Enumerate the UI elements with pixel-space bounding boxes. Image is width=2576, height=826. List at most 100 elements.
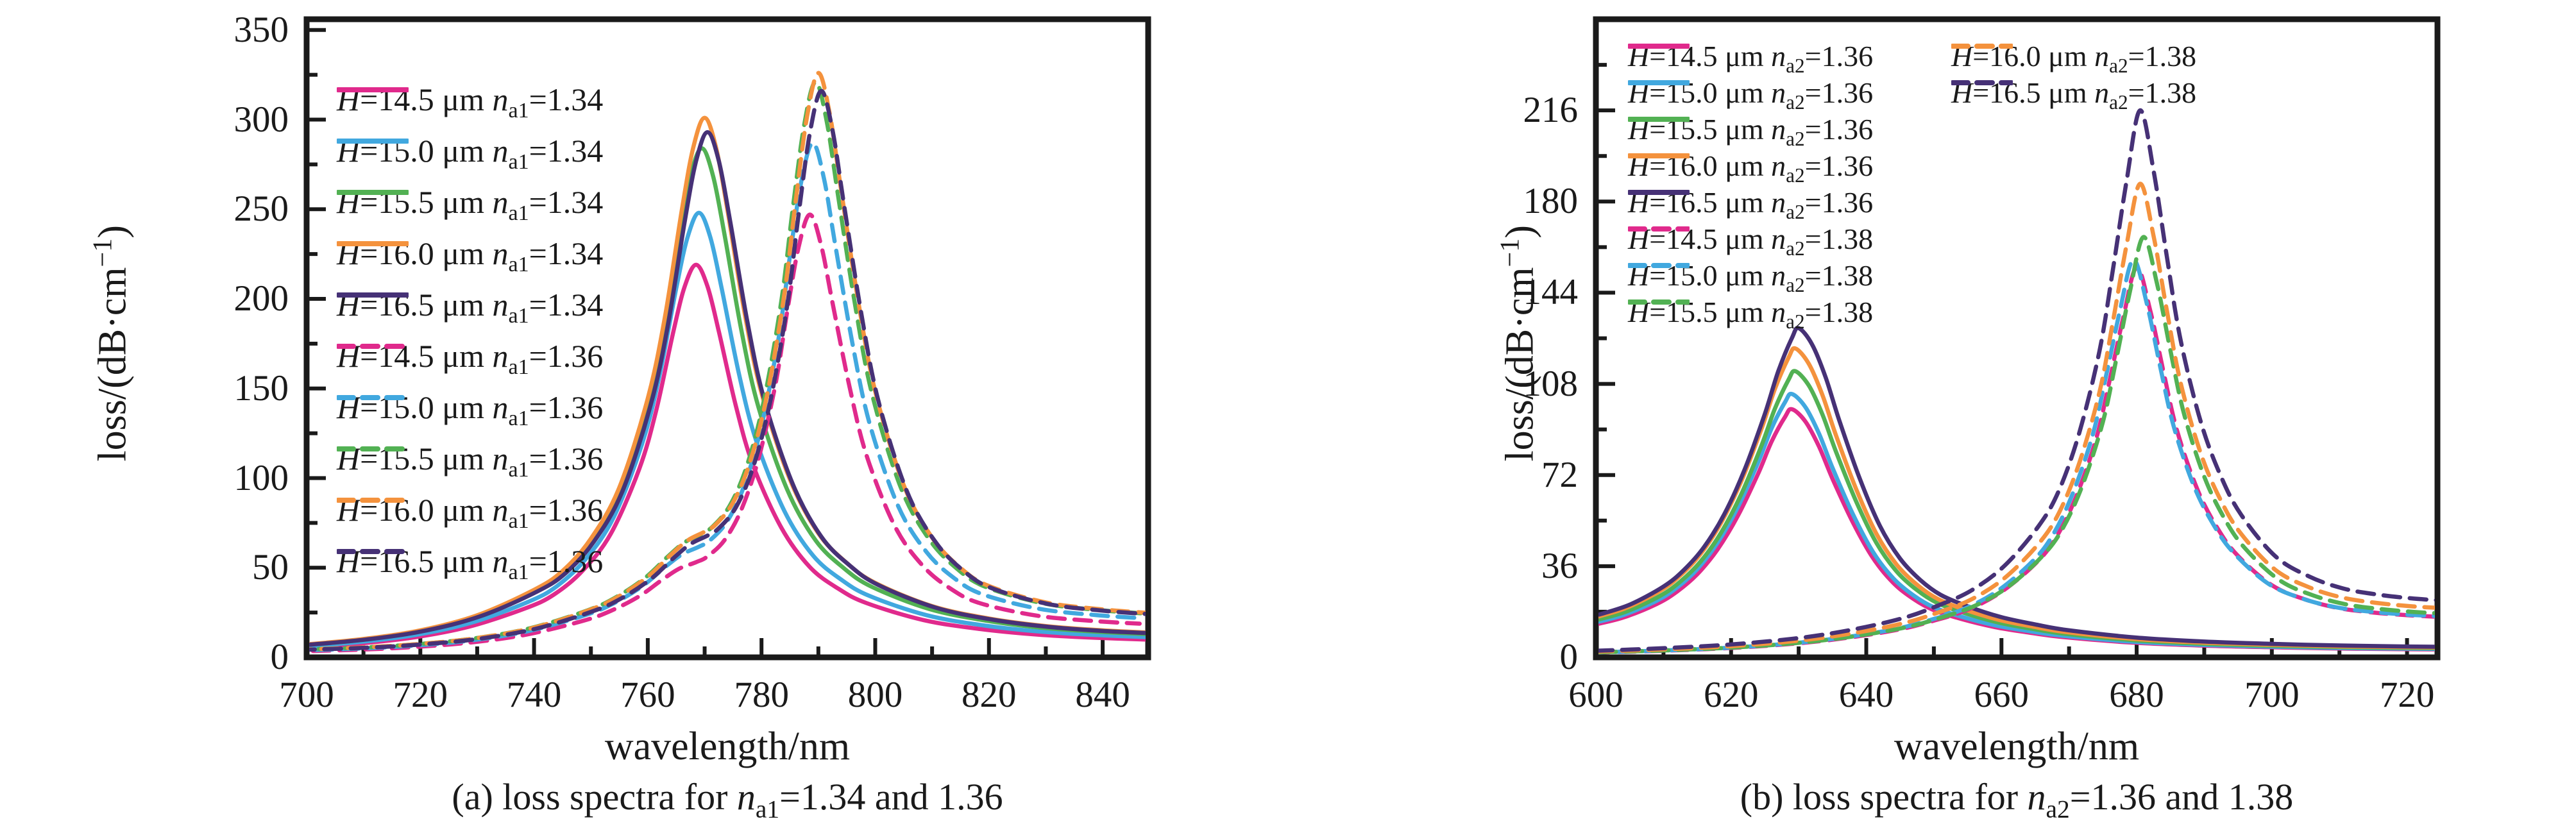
series-line-green-dashed [309,80,1146,652]
legend-swatch-green-solid [337,190,409,195]
legend-label: H=14.5 μm na1=1.36 [337,338,604,380]
legend-item: H=16.0 μm na2=1.38 [1951,40,2196,77]
legend-item: H=15.0 μm na2=1.38 [1628,259,1874,297]
x-tick-label: 620 [1704,675,1759,715]
series-line-green-solid [1598,369,2435,650]
plot-frame [303,16,1151,661]
x-tick-label: 700 [2244,675,2300,715]
series-line-purple-solid [1598,326,2435,649]
y-tick-label: 0 [270,637,289,677]
legend-item: H=16.0 μm na2=1.36 [1628,149,1874,187]
y-tick-label: 200 [233,278,289,319]
legend-swatch-orange-solid [1628,153,1690,158]
y-tick-label: 100 [233,457,289,498]
series-line-blue-dashed [1598,257,2435,655]
y-tick-label: 180 [1523,181,1579,222]
legend-label: H=16.5 μm na1=1.36 [337,543,604,585]
legend-label: H=15.0 μm na1=1.34 [337,133,604,174]
series-line-orange-dashed [1598,181,2435,654]
legend-swatch-pink-solid [1628,44,1690,49]
legend-swatch-green-dashed [337,446,409,451]
legend-item: H=15.0 μm na1=1.36 [337,390,603,430]
legend-item: H=15.0 μm na2=1.36 [1628,76,1873,114]
y-tick-label: 250 [233,189,289,230]
panel-caption: (a) loss spectra for na1=1.34 and 1.36 [452,776,1003,823]
series-line-pink-solid [309,262,1146,650]
y-axis-title: loss/(dB·cm−1) [1495,224,1542,462]
x-tick-label: 720 [393,675,448,715]
series-line-purple-solid [309,130,1146,647]
x-tick-label: 820 [962,675,1017,715]
legend-swatch-pink-dashed [1628,226,1690,232]
y-tick-label: 216 [1523,90,1579,131]
legend-item: H=15.5 μm na2=1.38 [1628,296,1873,333]
series-line-orange-dashed [309,71,1146,652]
x-axis-title: wavelength/nm [1894,725,2140,768]
legend-item: H=15.5 μm na2=1.36 [1628,113,1873,150]
legend-label: H=15.0 μm na2=1.38 [1628,259,1874,297]
series-line-pink-dashed [309,212,1142,653]
x-tick-label: 640 [1838,675,1894,715]
legend-swatch-purple-solid [1628,190,1690,195]
legend-label: H=16.0 μm na2=1.36 [1628,149,1874,187]
legend-swatch-purple-dashed [1951,80,2013,85]
y-tick-label: 150 [233,367,289,409]
legend-swatch-blue-solid [337,139,409,144]
series-line-green-dashed [1598,235,2435,655]
y-tick-label: 36 [1541,545,1578,586]
legend-item: H=15.5 μm na1=1.36 [337,441,603,482]
legend-item: H=16.0 μm na1=1.34 [337,236,603,276]
legend-item: H=16.0 μm na1=1.36 [337,492,604,534]
panel-b-loss-spectra-chart: 600 620 640 660 680 700 720 0 36 72 108 144 180 216 wa… [1288,0,2576,826]
legend-swatch-purple-solid [337,292,409,298]
panel-a-loss-spectra-chart: 700 720 740 760 780 800 820 840 0 50 100 150 200 250 3… [87,9,1151,823]
panel-caption: (b) loss spectra for na2=1.36 and 1.38 [1740,776,2294,823]
legend-item: H=14.5 μm na2=1.38 [1628,223,1873,260]
series-line-purple-dashed [309,88,1146,652]
legend-label: H=16.5 μm na2=1.36 [1628,186,1874,224]
x-tick-label: 720 [2379,675,2435,715]
y-tick-label: 350 [233,9,289,50]
legend-label: H=15.0 μm na1=1.36 [337,389,604,431]
legend-swatch-blue-dashed [1628,263,1690,268]
x-tick-label: 780 [734,675,789,715]
x-tick-label: 700 [279,675,334,715]
legend-swatch-blue-solid [1628,80,1690,85]
series-line-blue-solid [309,210,1146,648]
legend-swatch-orange-dashed [1951,44,2013,49]
legend-item: H=15.5 μm na1=1.34 [337,185,603,225]
chart-svg-a [303,16,1151,661]
legend-swatch-pink-solid [337,87,409,92]
legend-item: H=16.5 μm na2=1.38 [1951,76,2196,114]
legend-item: H=14.5 μm na2=1.36 [1628,40,1874,78]
axis-ticks [305,28,1105,659]
x-tick-label: 760 [620,675,675,715]
legend-item: H=16.5 μm na1=1.36 [337,544,603,584]
legend-item: H=14.5 μm na1=1.34 [337,82,603,122]
legend-item: H=16.5 μm na1=1.34 [337,287,603,328]
legend-swatch-orange-dashed [337,498,409,503]
legend-item: H=14.5 μm na1=1.36 [337,338,604,380]
y-tick-label: 300 [233,99,289,140]
y-tick-label: 50 [252,547,289,588]
x-tick-label: 600 [1568,675,1623,715]
legend-label: H=16.0 μm na1=1.34 [337,235,604,277]
y-tick-label: 144 [1523,272,1579,313]
y-axis-title: loss/(dB·cm−1) [87,224,135,462]
series-group [1598,108,2435,655]
legend-label: H=15.5 μm na1=1.36 [337,441,604,482]
legend-swatch-green-solid [1628,117,1690,122]
y-tick-label: 0 [1559,637,1579,677]
legend-item: H=16.5 μm na2=1.36 [1628,186,1874,224]
series-group [309,71,1146,653]
x-tick-label: 740 [506,675,562,715]
legend-label: H=16.0 μm na1=1.36 [337,492,604,534]
legend-label: H=14.5 μm na2=1.36 [1628,40,1874,78]
x-tick-label: 660 [1974,675,2029,715]
y-tick-label: 108 [1523,363,1579,404]
legend-item: H=15.0 μm na1=1.34 [337,133,603,174]
axis-ticks [1594,17,2409,659]
y-tick-label: 72 [1541,454,1578,495]
legend-swatch-purple-dashed [337,549,409,554]
legend-swatch-green-dashed [1628,299,1690,305]
